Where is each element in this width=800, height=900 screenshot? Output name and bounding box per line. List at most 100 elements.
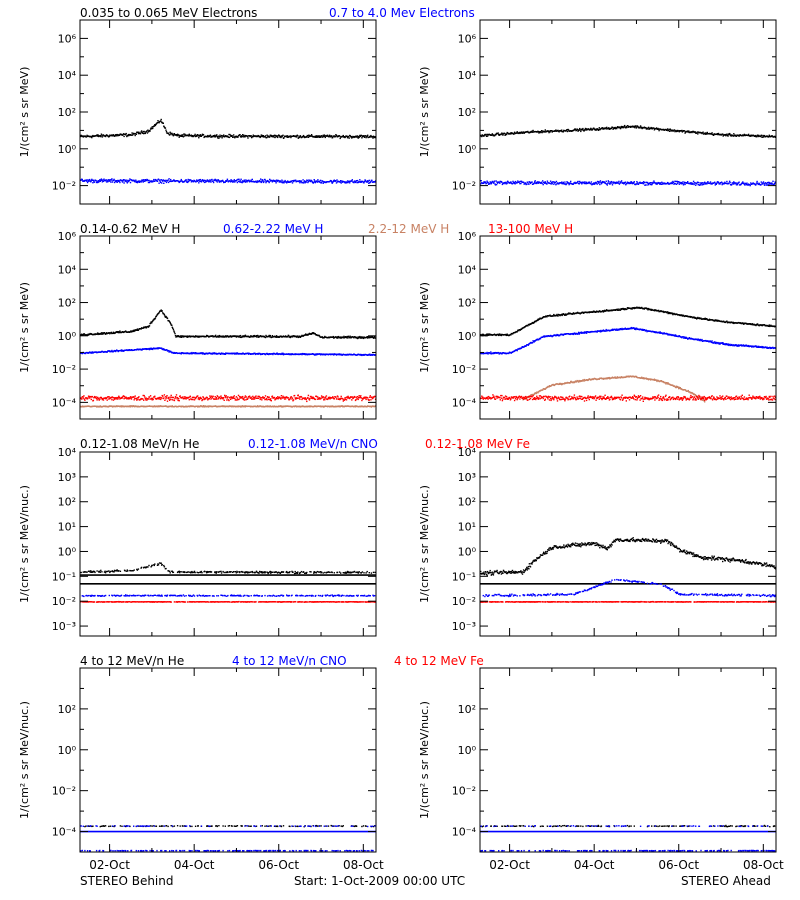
data-point: [342, 400, 344, 402]
data-point: [148, 325, 151, 327]
data-point: [237, 136, 239, 138]
data-point: [219, 396, 221, 398]
data-point: [354, 406, 357, 408]
data-point: [229, 181, 232, 183]
data-point: [196, 135, 198, 137]
data-point: [335, 182, 338, 184]
data-point: [353, 181, 355, 184]
data-point: [732, 183, 734, 185]
data-point: [538, 318, 541, 320]
data-point: [546, 183, 548, 185]
data-point: [227, 181, 230, 183]
data-point: [635, 307, 638, 309]
data-point: [606, 309, 608, 311]
data-point: [166, 317, 169, 320]
data-point: [358, 395, 360, 397]
data-point: [661, 181, 663, 183]
data-point: [709, 181, 712, 183]
data-point: [551, 130, 553, 132]
data-point: [560, 182, 562, 184]
data-point: [182, 335, 185, 337]
data-point: [774, 181, 776, 184]
data-point: [582, 311, 584, 313]
data-point: [584, 127, 587, 130]
data-point: [92, 134, 94, 137]
data-point: [228, 136, 231, 139]
data-point: [100, 133, 103, 135]
data-point: [671, 181, 673, 184]
data-point: [562, 182, 564, 185]
data-point: [104, 398, 107, 400]
data-point: [347, 135, 350, 138]
data-point: [549, 314, 551, 316]
data-point: [289, 336, 292, 339]
data-point: [265, 334, 267, 337]
data-point: [333, 135, 335, 137]
data-point: [774, 135, 776, 138]
data-point: [239, 181, 241, 183]
data-point: [344, 397, 346, 399]
data-point: [684, 132, 686, 134]
data-point: [157, 120, 159, 122]
data-point: [86, 334, 89, 336]
data-point: [118, 396, 121, 399]
data-point: [265, 181, 267, 184]
data-point: [585, 128, 588, 130]
data-point: [182, 134, 184, 136]
data-point: [123, 182, 125, 184]
data-point: [233, 395, 235, 397]
data-point: [151, 128, 153, 130]
data-point: [509, 182, 511, 184]
data-point: [164, 180, 167, 182]
data-point: [90, 398, 92, 401]
data-point: [149, 130, 151, 132]
data-point: [289, 181, 291, 183]
data-point: [289, 397, 292, 399]
data-point: [184, 397, 186, 400]
data-point: [187, 178, 189, 181]
data-point: [517, 180, 519, 182]
data-point: [220, 395, 222, 397]
data-point: [342, 135, 344, 138]
data-point: [325, 397, 327, 399]
data-point: [264, 336, 267, 339]
data-point: [647, 127, 649, 129]
data-point: [362, 337, 365, 340]
data-point: [340, 337, 342, 339]
data-point: [97, 134, 99, 136]
data-point: [284, 335, 287, 337]
data-point: [170, 323, 172, 325]
data-point: [190, 353, 193, 355]
data-point: [372, 137, 374, 139]
data-point: [327, 398, 329, 400]
data-point: [356, 337, 359, 340]
data-point: [275, 397, 278, 399]
data-point: [373, 335, 376, 338]
data-point: [126, 135, 128, 138]
data-point: [677, 182, 679, 184]
data-point: [259, 136, 261, 139]
data-point: [112, 179, 115, 181]
data-point: [530, 131, 533, 133]
data-point: [224, 394, 226, 397]
data-point: [242, 398, 244, 400]
data-point: [113, 181, 116, 184]
data-point: [307, 135, 309, 137]
data-point: [341, 405, 343, 407]
data-point: [235, 352, 238, 354]
data-point: [498, 134, 500, 136]
data-point: [202, 396, 204, 398]
data-point: [104, 135, 107, 138]
data-point: [103, 178, 105, 180]
data-point: [210, 395, 213, 397]
data-point: [241, 181, 243, 184]
data-point: [249, 336, 251, 338]
data-point: [683, 130, 686, 132]
y-tick-label: 10⁰: [58, 330, 77, 343]
data-point: [118, 180, 121, 182]
data-point: [487, 181, 489, 184]
data-point: [157, 397, 159, 399]
data-point: [579, 180, 581, 183]
data-point: [291, 336, 294, 338]
data-point: [345, 337, 348, 339]
